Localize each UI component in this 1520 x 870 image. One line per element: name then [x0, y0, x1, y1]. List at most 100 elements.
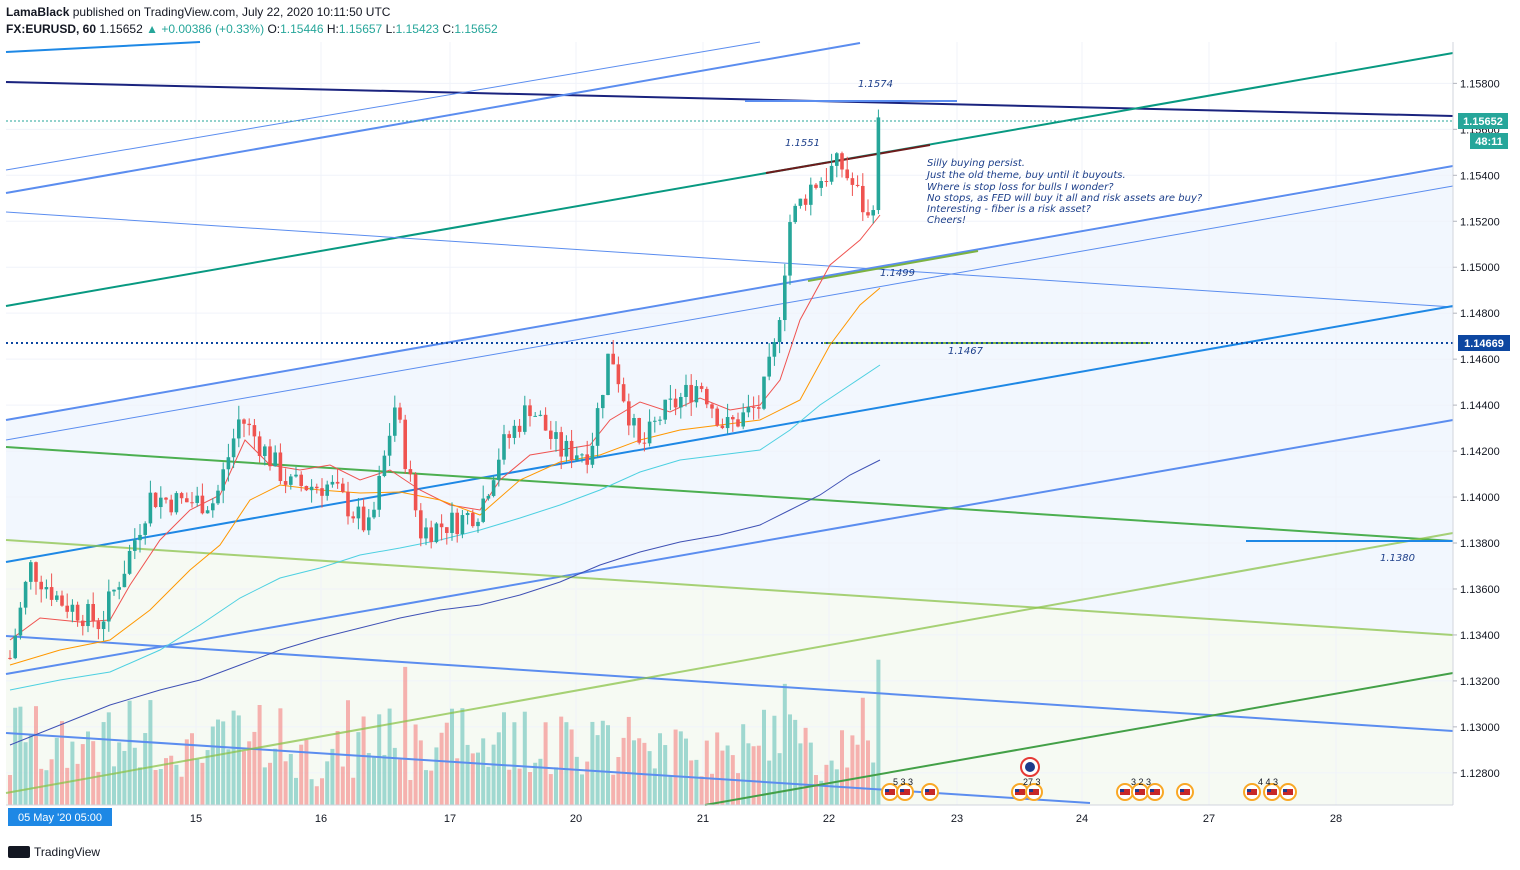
- volume-bar: [522, 711, 527, 805]
- candle-body: [330, 481, 335, 485]
- trendline-blue-support: [5, 305, 1454, 563]
- countdown-badge-text: 48:11: [1475, 136, 1503, 148]
- candle-body: [221, 469, 225, 491]
- economic-events[interactable]: 5 3 3 27 3 3 2 3 4 4 3: [881, 757, 1297, 801]
- volume-bar: [756, 745, 761, 805]
- footer-brand[interactable]: TradingView: [34, 845, 101, 859]
- candle-body: [689, 384, 693, 403]
- author-name[interactable]: LamaBlack: [6, 5, 70, 19]
- candle-body: [133, 540, 137, 551]
- tradingview-logo-icon[interactable]: [8, 846, 30, 858]
- us-flag-canton: [1283, 789, 1287, 792]
- trendline-lightblue-2: [5, 165, 1454, 421]
- candle-body: [746, 406, 751, 413]
- price-tick-label: 1.13800: [1460, 538, 1500, 550]
- volume-bar: [590, 721, 595, 805]
- volume-bar: [694, 759, 699, 805]
- candle-body: [819, 181, 823, 188]
- volume-bar: [60, 721, 64, 805]
- volume-bar: [158, 769, 163, 805]
- volume-bar: [106, 712, 111, 805]
- volume-bar: [689, 760, 694, 805]
- volume-bar: [356, 732, 361, 805]
- candle-body: [112, 589, 116, 592]
- volume-bar: [143, 733, 148, 805]
- candle-body: [8, 657, 12, 659]
- candle-body: [49, 587, 54, 600]
- candle-body: [538, 414, 543, 416]
- candle-body: [138, 534, 142, 541]
- comment-annotation[interactable]: Silly buying persist. Just the old theme…: [925, 158, 1203, 226]
- volume-bar: [600, 720, 605, 805]
- volume-bar: [725, 745, 730, 805]
- volume-bar: [304, 739, 309, 805]
- candle-body: [705, 388, 709, 405]
- candle-body: [455, 512, 459, 535]
- volume-bar: [382, 754, 387, 805]
- volume-bar: [216, 719, 220, 805]
- us-flag-canton: [900, 789, 904, 792]
- volume-bar: [450, 708, 454, 805]
- price-chart[interactable]: 1.158001.156001.154001.152001.150001.148…: [0, 0, 1520, 840]
- candle-body: [653, 420, 657, 422]
- candle-body: [60, 595, 64, 606]
- annotation-1380[interactable]: 1.1380: [1380, 553, 1415, 564]
- comment-line-4: No stops, as FED will buy it all and ris…: [927, 193, 1203, 204]
- candle-body: [185, 498, 189, 503]
- volume-bar: [8, 775, 12, 805]
- trendline-green-4: [704, 672, 1454, 806]
- annotation-1499[interactable]: 1.1499: [880, 268, 915, 279]
- price-axis[interactable]: 1.158001.156001.154001.152001.150001.148…: [1453, 78, 1500, 780]
- volume-bar: [819, 780, 824, 805]
- candle-body: [39, 581, 43, 590]
- us-flag-canton: [1180, 789, 1184, 792]
- trendline-green-2: [5, 539, 1454, 636]
- trendline-lightblue-thin-1: [5, 41, 761, 171]
- volume-bar: [439, 732, 444, 805]
- volume-bar: [75, 763, 80, 805]
- candle-body: [44, 587, 49, 590]
- time-tick-label: 20: [570, 813, 582, 825]
- volume-bar: [668, 775, 673, 805]
- volume-bar: [169, 755, 174, 805]
- ma-cyan: [9, 364, 881, 691]
- volume-bar: [803, 727, 808, 805]
- volume-bar: [153, 770, 158, 805]
- price-tick-label: 1.14600: [1460, 354, 1500, 366]
- annotation-1551[interactable]: 1.1551: [785, 138, 820, 149]
- candle-body: [96, 621, 101, 630]
- volume-bar: [164, 758, 168, 805]
- time-axis[interactable]: 05 May '20 05:00 15 16 17 20 21 22 23 24 27 28: [8, 808, 1342, 826]
- volume-bar: [247, 741, 252, 805]
- us-flag-stripe: [1180, 789, 1190, 795]
- candle-body: [855, 184, 860, 186]
- candle-body: [523, 405, 527, 432]
- high-label: H:: [326, 22, 339, 36]
- annotation-1467[interactable]: 1.1467: [948, 346, 984, 357]
- candle-body: [439, 523, 444, 528]
- annotation-1574[interactable]: 1.1574: [858, 79, 893, 90]
- us-flag-canton: [1267, 789, 1271, 792]
- volume-bar: [715, 732, 720, 805]
- trend-lines: [5, 41, 1454, 806]
- time-tick-label: 21: [697, 813, 709, 825]
- trendline-green-3: [5, 532, 1454, 794]
- volume-bar: [226, 749, 231, 805]
- candle-body: [845, 169, 849, 179]
- volume-bar: [23, 742, 28, 805]
- candle-body: [762, 376, 766, 409]
- volume-bar: [808, 742, 813, 805]
- candlesticks[interactable]: [8, 109, 881, 660]
- volume-bar: [54, 737, 59, 805]
- volume-bar: [606, 725, 610, 805]
- candle-body: [382, 455, 387, 477]
- volume-bar: [190, 733, 194, 805]
- candle-body: [549, 430, 553, 439]
- candle-body: [75, 604, 80, 621]
- volume-bar: [184, 739, 189, 805]
- volume-bar: [585, 761, 590, 805]
- candle-body: [351, 516, 355, 519]
- event-count-4: 4 4 3: [1258, 777, 1278, 787]
- price-tick-label: 1.15400: [1460, 170, 1500, 182]
- us-flag-canton: [1120, 789, 1124, 792]
